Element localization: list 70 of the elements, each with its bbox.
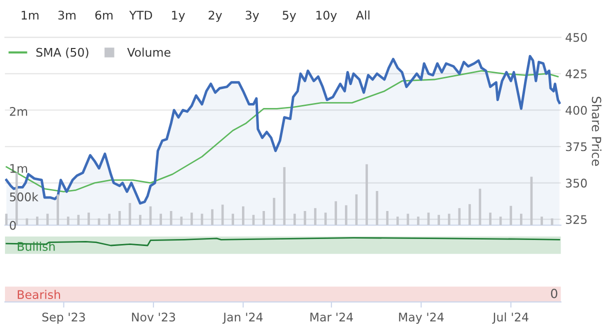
line-series <box>6 70 559 192</box>
x-tick-label: Sep '23 <box>42 312 85 324</box>
bar <box>190 212 193 226</box>
bar <box>139 214 142 226</box>
y-tick-label: 425 <box>566 69 587 78</box>
text: 1m <box>22 10 38 20</box>
bar <box>468 204 471 226</box>
bar <box>438 214 440 226</box>
bar <box>406 214 410 226</box>
bar <box>5 214 8 226</box>
bar <box>242 206 244 226</box>
bar <box>417 216 420 226</box>
text: 2y <box>208 10 222 22</box>
text: 3m <box>58 10 76 20</box>
band-label: Bullish <box>18 242 55 251</box>
legend-label: Volume <box>127 48 170 57</box>
bar <box>334 201 338 226</box>
bar <box>293 214 296 226</box>
text: 3y <box>246 10 259 22</box>
bar <box>56 194 60 226</box>
x-tick-label: Jan '24 <box>222 312 263 324</box>
bar <box>118 210 121 226</box>
annotation: 0 <box>550 288 558 298</box>
bar <box>232 214 234 226</box>
bar <box>448 214 450 226</box>
y2-tick-label: 2m <box>10 107 28 116</box>
bar <box>221 204 224 226</box>
y-tick-label: 350 <box>566 178 587 188</box>
text: 1y <box>172 10 185 22</box>
bar <box>170 210 172 226</box>
bar <box>262 210 265 226</box>
y2-tick-label: 0 <box>10 220 16 230</box>
legend-label: SMA (50) <box>36 48 88 58</box>
bar <box>211 209 214 226</box>
bar <box>128 202 132 226</box>
y-tick-label: 325 <box>566 215 587 224</box>
text: 5y <box>282 10 296 22</box>
bar <box>540 216 543 226</box>
x-tick-label: Nov '23 <box>132 312 176 322</box>
text: YTD <box>129 10 152 20</box>
text: All <box>356 10 370 20</box>
band-label: Bearish <box>18 290 60 300</box>
bar <box>396 216 399 226</box>
bar <box>499 216 502 226</box>
bar <box>510 206 512 226</box>
y2-tick-label: 500k <box>10 192 38 202</box>
y2-tick-label: 1m <box>10 164 28 173</box>
bar <box>88 212 90 226</box>
bar <box>108 214 110 226</box>
bar <box>314 208 316 226</box>
bar <box>366 164 368 226</box>
text: 6m <box>95 10 112 20</box>
bar <box>36 216 38 226</box>
bar <box>180 216 183 226</box>
x-tick-label: May '24 <box>399 312 444 324</box>
y-axis-title: Share Price <box>592 96 602 166</box>
bar <box>458 208 461 226</box>
bar <box>344 205 348 226</box>
text: 10y <box>316 10 337 22</box>
bar <box>489 212 492 226</box>
bar <box>386 210 389 226</box>
x-tick-label: Mar '24 <box>310 312 353 322</box>
bar <box>283 167 286 226</box>
x-tick-label: Jul '24 <box>492 312 528 324</box>
bar <box>160 214 162 226</box>
y-tick-label: 400 <box>566 106 587 115</box>
bar <box>520 214 522 226</box>
y-tick-label: 450 <box>566 32 587 42</box>
y-tick-label: 375 <box>566 142 587 152</box>
bar <box>66 216 70 226</box>
